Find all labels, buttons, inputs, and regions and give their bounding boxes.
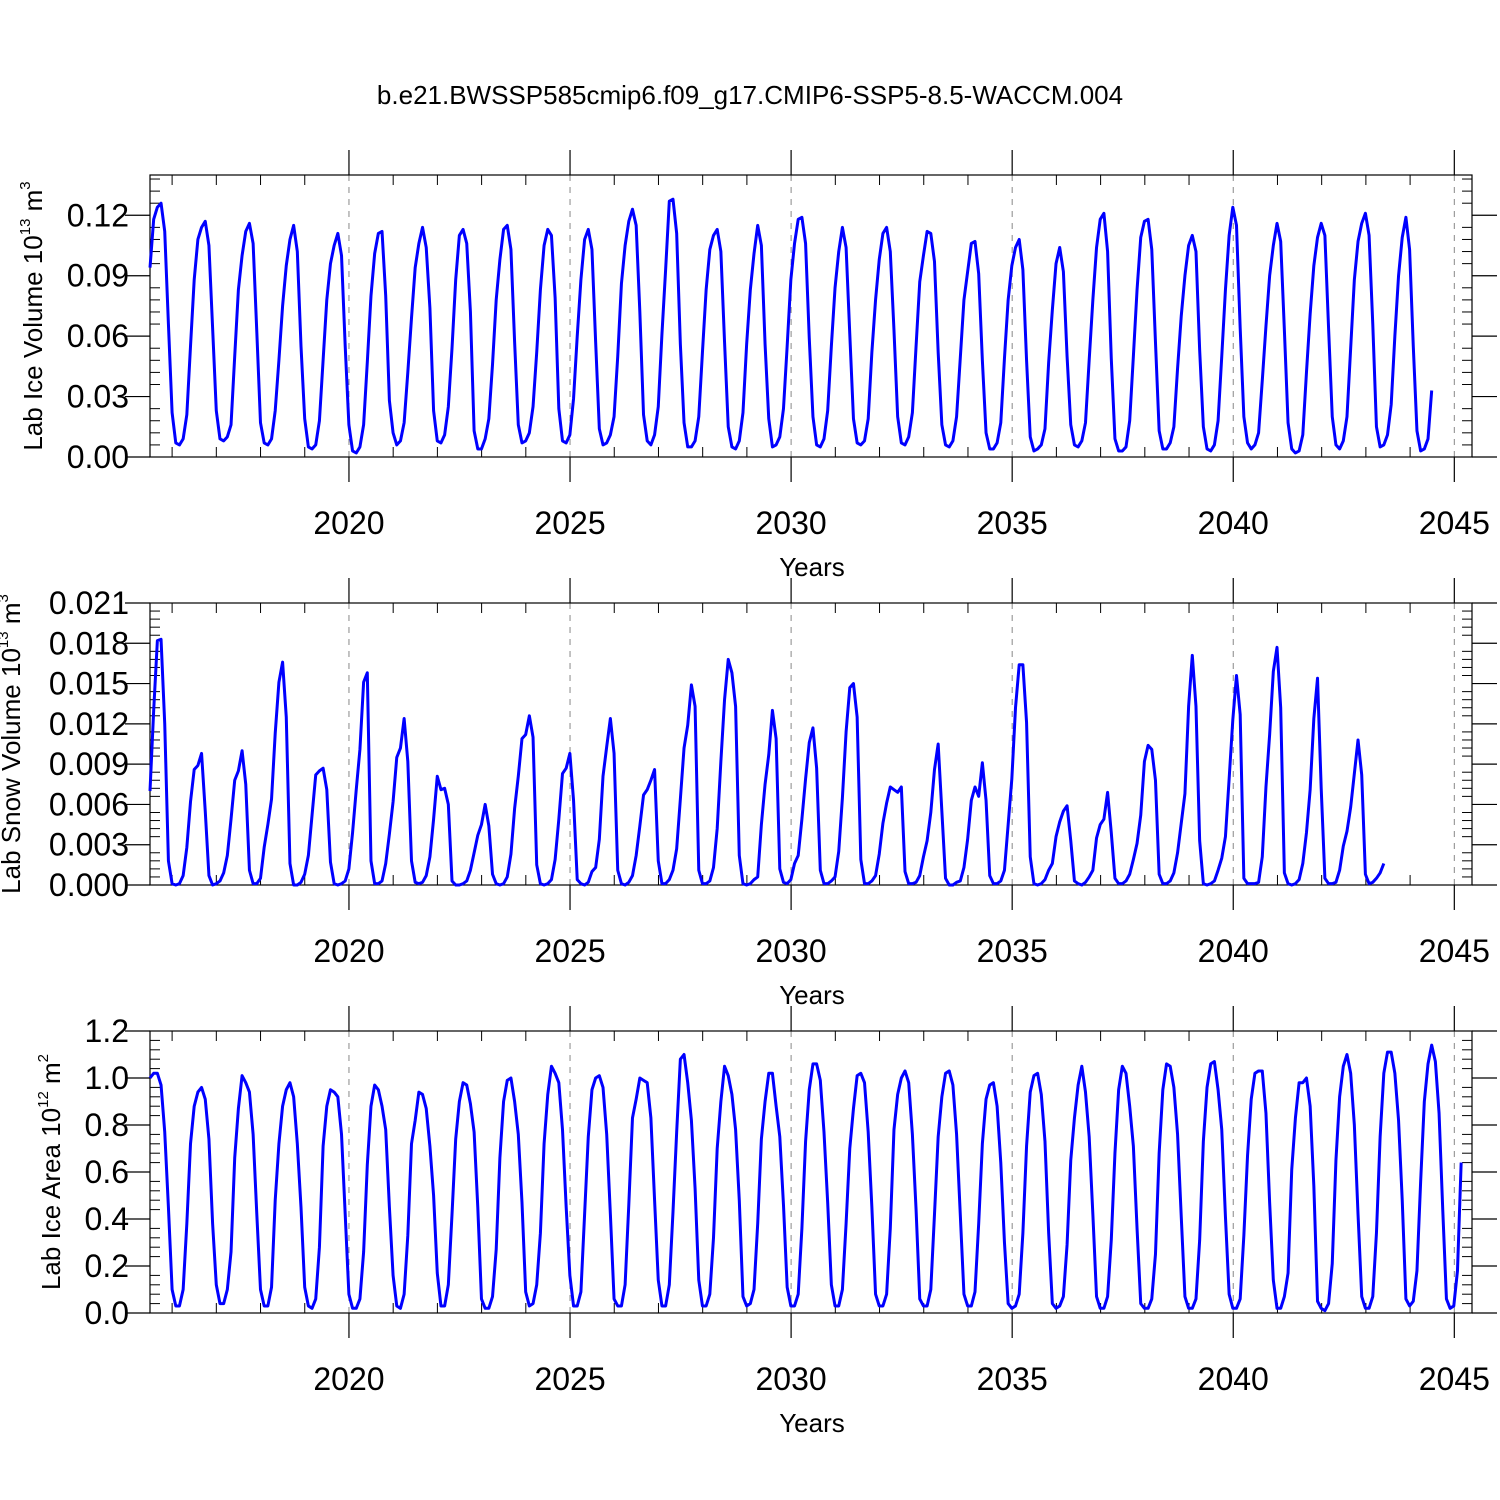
y-tick-label: 0.006 [49, 786, 129, 822]
x-tick-label: 2045 [1419, 1361, 1490, 1397]
panel-3: 2020 2025 2030 2035 2040 2045 Years 0.0 0.2 0.4 0.… [35, 1006, 1497, 1438]
x-tick-label: 2040 [1198, 505, 1269, 541]
y-tick-label: 0.003 [49, 827, 129, 863]
panel-2: 2020 2025 2030 2035 2040 2045 Years 0.000 0.003 0… [0, 578, 1497, 1010]
y-axis-title: Lab Snow Volume 1013 m3 [0, 594, 26, 894]
y-tick-label: 1.2 [85, 1013, 129, 1049]
y-tick-label: 1.0 [85, 1060, 129, 1096]
y-tick-label: 0.8 [85, 1107, 129, 1143]
x-axis-title: Years [779, 552, 845, 582]
x-tick-label: 2025 [534, 1361, 605, 1397]
y-tick-label: 0.4 [85, 1201, 129, 1237]
y-tick-label: 0.6 [85, 1154, 129, 1190]
x-tick-label: 2020 [313, 505, 384, 541]
x-tick-label: 2030 [756, 505, 827, 541]
x-tick-label: 2045 [1419, 505, 1490, 541]
x-tick-label: 2035 [977, 933, 1048, 969]
y-axis-title: Lab Ice Volume 1013 m3 [17, 181, 48, 450]
y-axis-title: Lab Ice Area 1012 m2 [35, 1054, 66, 1290]
x-tick-label: 2030 [756, 1361, 827, 1397]
y-tick-label: 0.03 [67, 379, 129, 415]
y-tick-label: 0.06 [67, 318, 129, 354]
y-tick-label: 0.012 [49, 706, 129, 742]
series-line [148, 197, 1434, 455]
x-tick-label: 2045 [1419, 933, 1490, 969]
y-tick-label: 0.00 [67, 439, 129, 475]
figure-title: b.e21.BWSSP585cmip6.f09_g17.CMIP6-SSP5-8… [376, 80, 1124, 110]
x-tick-label: 2035 [977, 505, 1048, 541]
y-tick-label: 0.12 [67, 197, 129, 233]
x-axis-title: Years [779, 1408, 845, 1438]
series-line [148, 1043, 1463, 1313]
y-tick-label: 0.015 [49, 666, 129, 702]
x-tick-label: 2030 [756, 933, 827, 969]
x-tick-label: 2040 [1198, 1361, 1269, 1397]
y-tick-label: 0.0 [85, 1295, 129, 1331]
y-tick-label: 0.009 [49, 746, 129, 782]
y-tick-label: 0.09 [67, 258, 129, 294]
x-tick-label: 2040 [1198, 933, 1269, 969]
x-tick-label: 2020 [313, 933, 384, 969]
x-tick-label: 2035 [977, 1361, 1048, 1397]
x-axis-title: Years [779, 980, 845, 1010]
y-tick-label: 0.018 [49, 625, 129, 661]
panel-1: 2020 2025 2030 2035 2040 2045 Years 0.00 0.03 0.0… [17, 150, 1497, 582]
x-tick-label: 2025 [534, 933, 605, 969]
plot-frame [149, 602, 1473, 886]
x-tick-label: 2025 [534, 505, 605, 541]
y-tick-label: 0.000 [49, 867, 129, 903]
y-tick-label: 0.021 [49, 585, 129, 621]
x-tick-label: 2020 [313, 1361, 384, 1397]
plot-frame [149, 174, 1473, 458]
series-line [148, 637, 1386, 887]
y-tick-label: 0.2 [85, 1248, 129, 1284]
